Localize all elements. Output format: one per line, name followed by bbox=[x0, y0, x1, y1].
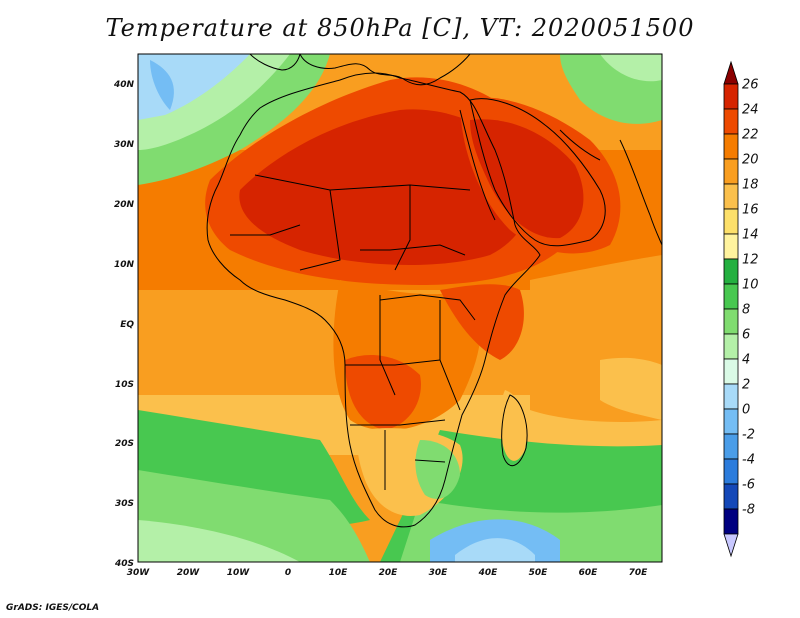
border-1 bbox=[254, 174, 471, 191]
border-2 bbox=[299, 189, 341, 271]
colorbar-label: -6 bbox=[742, 478, 755, 493]
colorbar-label: 26 bbox=[742, 78, 759, 93]
lat-label-40n: 40N bbox=[113, 80, 135, 90]
field-horn bbox=[440, 284, 524, 360]
colorbar-label: -8 bbox=[742, 503, 755, 518]
iberia-coast bbox=[249, 54, 301, 71]
border-10 bbox=[230, 224, 301, 236]
border-9 bbox=[439, 300, 461, 411]
lon-axis: 30W 20W 10W 0 10E 20E 30E 40E 50E 60E 70… bbox=[127, 568, 648, 578]
colorbar-segment bbox=[723, 508, 739, 535]
colorbar-segment bbox=[723, 83, 739, 110]
field-sahara-core bbox=[239, 109, 530, 266]
colorbar-segment bbox=[723, 108, 739, 135]
lon-label-10e: 10E bbox=[329, 568, 349, 578]
field-se-africa-green bbox=[415, 440, 460, 499]
colorbar-segment bbox=[723, 333, 739, 360]
lon-label-10w: 10W bbox=[227, 568, 251, 578]
colorbar-segment bbox=[723, 383, 739, 410]
lon-label-70e: 70E bbox=[629, 568, 649, 578]
field-north-atlantic-4 bbox=[150, 60, 174, 110]
persian-gulf bbox=[559, 129, 601, 161]
lon-label-30w: 30W bbox=[127, 568, 151, 578]
colorbar-segment bbox=[723, 283, 739, 310]
lat-label-20s: 20S bbox=[115, 439, 134, 449]
colorbar-bottom-arrow bbox=[723, 533, 739, 558]
lat-label-10s: 10S bbox=[115, 380, 134, 390]
colorbar-label: 4 bbox=[742, 353, 750, 368]
lat-label-20n: 20N bbox=[114, 200, 135, 210]
lon-label-30e: 30E bbox=[429, 568, 449, 578]
credit-text: GrADS: IGES/COLA bbox=[6, 603, 100, 613]
colorbar-segment bbox=[723, 183, 739, 210]
colorbar-label: 6 bbox=[742, 328, 750, 343]
colorbar-label: 24 bbox=[742, 103, 759, 118]
colorbar-segment bbox=[723, 433, 739, 460]
colorbar-segment bbox=[723, 483, 739, 510]
colorbar-segment bbox=[723, 458, 739, 485]
red-sea bbox=[459, 109, 496, 221]
border-12 bbox=[414, 459, 446, 463]
colorbar-segment bbox=[723, 408, 739, 435]
lat-label-10n: 10N bbox=[114, 260, 135, 270]
colorbar-segment bbox=[723, 233, 739, 260]
colorbar-label: 0 bbox=[742, 403, 750, 418]
border-5 bbox=[379, 294, 476, 321]
colorbar-segment bbox=[723, 158, 739, 185]
madagascar-coast bbox=[501, 394, 528, 467]
coastlines bbox=[206, 54, 662, 528]
colorbar-top-arrow bbox=[723, 60, 739, 85]
border-3 bbox=[394, 185, 411, 271]
colorbar-label: 14 bbox=[742, 228, 759, 243]
africa-coast bbox=[206, 72, 541, 528]
colorbar-segment bbox=[723, 133, 739, 160]
colorbar-label: 12 bbox=[742, 253, 759, 268]
colorbar-segment bbox=[723, 308, 739, 335]
field-south-atlantic-3 bbox=[138, 520, 300, 562]
lon-label-50e: 50E bbox=[529, 568, 549, 578]
arabia-coast bbox=[469, 98, 606, 247]
map-title: Temperature at 850hPa [C], VT: 202005150… bbox=[105, 14, 695, 42]
colorbar-segment bbox=[723, 258, 739, 285]
colorbar-label: -2 bbox=[742, 428, 755, 443]
border-6 bbox=[345, 359, 441, 366]
lat-label-40s: 40S bbox=[114, 559, 134, 569]
colorbar-label: -4 bbox=[742, 453, 755, 468]
map-frame bbox=[137, 53, 663, 563]
field-indian-ocean-2 bbox=[600, 357, 662, 420]
india-coast bbox=[619, 139, 662, 246]
border-7 bbox=[350, 419, 446, 426]
colorbar-label: 20 bbox=[742, 153, 759, 168]
europe-coast bbox=[299, 54, 471, 86]
lat-label-eq: EQ bbox=[120, 320, 134, 330]
border-4 bbox=[360, 244, 466, 256]
temperature-field bbox=[138, 54, 662, 562]
colorbar-label: 22 bbox=[742, 128, 759, 143]
colorbar-label: 16 bbox=[742, 203, 759, 218]
lat-axis: 40N 30N 20N 10N EQ 10S 20S 30S 40S bbox=[113, 80, 135, 569]
lon-label-0: 0 bbox=[285, 568, 291, 578]
field-ne-cool-2 bbox=[600, 54, 662, 82]
field-arabia-core bbox=[470, 119, 584, 239]
colorbar-label: 2 bbox=[742, 378, 750, 393]
colorbar-segment bbox=[723, 208, 739, 235]
colorbar-label: 18 bbox=[742, 178, 759, 193]
field-madagascar bbox=[500, 390, 527, 461]
field-angola-hot bbox=[345, 355, 421, 430]
lat-label-30s: 30S bbox=[115, 499, 134, 509]
lon-label-60e: 60E bbox=[579, 568, 599, 578]
lon-label-40e: 40E bbox=[478, 568, 499, 578]
border-8 bbox=[379, 295, 396, 396]
lon-label-20w: 20W bbox=[177, 568, 201, 578]
lon-label-20e: 20E bbox=[379, 568, 399, 578]
colorbar-label: 8 bbox=[742, 303, 750, 318]
lat-label-30n: 30N bbox=[114, 140, 135, 150]
colorbar-label: 10 bbox=[742, 278, 759, 293]
field-southern-cold-2 bbox=[455, 538, 535, 562]
colorbar-segment bbox=[723, 358, 739, 385]
